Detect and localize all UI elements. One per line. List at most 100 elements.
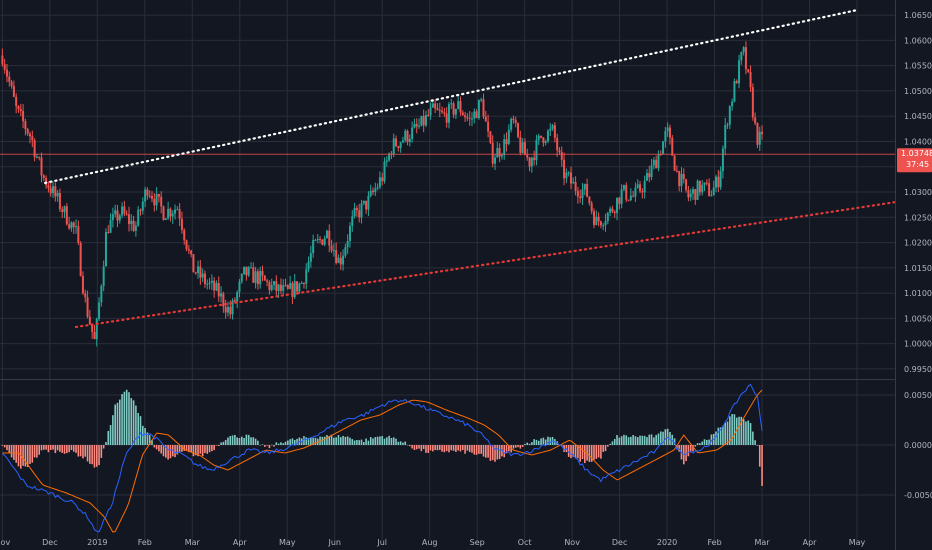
candle-up <box>325 230 328 239</box>
candle-down <box>5 69 8 77</box>
candle-up <box>454 108 457 115</box>
macd-hist-bar-down <box>56 445 59 451</box>
candle-up <box>75 226 78 228</box>
macd-hist-bar-up <box>128 392 130 445</box>
macd-hist-bar-down <box>570 445 572 459</box>
macd-hist-bar-up <box>335 437 337 445</box>
macd-hist-bar-up <box>247 434 250 445</box>
candle-down <box>139 209 142 211</box>
macd-hist-bar-up <box>386 437 388 445</box>
candle-down <box>708 183 711 196</box>
macd-hist-bar-up <box>252 437 255 445</box>
candle-down <box>49 187 52 194</box>
macd-hist-bar-down <box>409 445 411 447</box>
macd-hist-bar-up <box>611 441 614 445</box>
candlestick-series[interactable] <box>0 41 895 347</box>
macd-hist-bar-up <box>542 437 545 445</box>
candle-up <box>270 284 273 290</box>
macd-hist-bar-down <box>22 445 24 466</box>
candle-up <box>100 285 103 303</box>
candle-up <box>201 273 204 278</box>
macd-hist-bar-up <box>307 437 310 445</box>
macd-hist-bar-up <box>250 437 252 445</box>
candle-up <box>537 135 540 140</box>
macd-hist-bar-down <box>445 445 448 452</box>
candle-down <box>744 47 747 70</box>
candle-down <box>296 281 299 292</box>
macd-hist-bar-down <box>54 445 57 454</box>
candle-down <box>286 285 289 289</box>
candle-down <box>40 157 43 176</box>
candle-up <box>595 216 598 226</box>
candle-down <box>574 182 577 192</box>
candle-up <box>604 221 607 226</box>
macd-hist-bar-up <box>360 439 363 445</box>
macd-hist-bar-up <box>703 439 706 445</box>
macd-hist-bar-down <box>84 445 87 457</box>
macd-hist-bar-up <box>625 435 628 445</box>
candle-up <box>298 283 301 292</box>
macd-hist-bar-up <box>261 444 264 445</box>
candle-down <box>671 137 674 156</box>
candle-up <box>167 208 170 219</box>
macd-hist-bar-down <box>70 445 73 451</box>
time-tick-label: Mar <box>185 538 201 547</box>
candle-down <box>678 171 681 187</box>
macd-hist-bar-up <box>234 434 236 445</box>
candle-up <box>332 250 335 252</box>
macd-hist-bar-up <box>369 437 372 445</box>
candle-up <box>220 293 223 297</box>
macd-hist-bar-down <box>521 445 524 447</box>
candle-down <box>475 111 478 119</box>
macd-hist-bar-down <box>98 445 100 466</box>
candle-down <box>482 99 485 117</box>
macd-hist-bar-down <box>190 445 192 453</box>
macd-hist-bar-down <box>6 445 8 451</box>
candle-down <box>19 109 22 112</box>
candle-up <box>418 125 421 127</box>
macd-hist-bar-up <box>146 432 149 445</box>
candle-down <box>61 209 64 212</box>
price-tick-label: 1.02500 <box>904 213 932 222</box>
macd-hist-bar-up <box>717 427 720 445</box>
macd-hist-bar-down <box>77 445 80 457</box>
macd-hist-bar-down <box>176 445 179 455</box>
candle-down <box>523 142 526 155</box>
time-axis[interactable]: Nov Dec 2019 Feb Mar Apr May Jun Jul Aug Sep Oct Nov… <box>0 538 866 547</box>
candle-down <box>3 64 6 70</box>
macd-hist-bar-up <box>344 436 347 445</box>
candle-down <box>484 116 487 122</box>
macd-hist-bar-down <box>211 445 213 452</box>
macd-hist-bar-up <box>540 438 542 445</box>
macd-hist-bar-up <box>379 436 381 445</box>
macd-hist-bar-up <box>112 415 114 445</box>
macd-hist-bar-down <box>475 445 478 455</box>
macd-hist-bar-down <box>429 445 432 451</box>
macd-hist-bar-down <box>602 445 605 452</box>
macd-hist-bar-down <box>471 445 473 453</box>
grid-lines <box>0 0 895 540</box>
candle-up <box>369 190 372 196</box>
macd-hist-bar-down <box>517 445 519 448</box>
candle-down <box>526 154 529 158</box>
candle-up <box>507 129 510 144</box>
macd-hist-bar-down <box>59 445 61 452</box>
macd-hist-bar-down <box>266 445 268 446</box>
candle-up <box>109 220 112 233</box>
candle-down <box>107 232 110 234</box>
last-price-value: 1.03748 <box>901 149 932 158</box>
candle-down <box>639 184 642 192</box>
macd-hist-bar-up <box>535 439 538 445</box>
candle-up <box>63 206 66 212</box>
trendlines[interactable] <box>44 8 897 329</box>
macd-hist-bar-up <box>270 444 273 446</box>
macd-hist-bar-down <box>86 445 89 462</box>
candle-down <box>72 222 75 228</box>
macd-hist-bar-up <box>114 404 116 445</box>
macd-hist-bar-down <box>167 445 169 460</box>
candle-up <box>503 139 506 155</box>
candle-up <box>374 188 377 193</box>
